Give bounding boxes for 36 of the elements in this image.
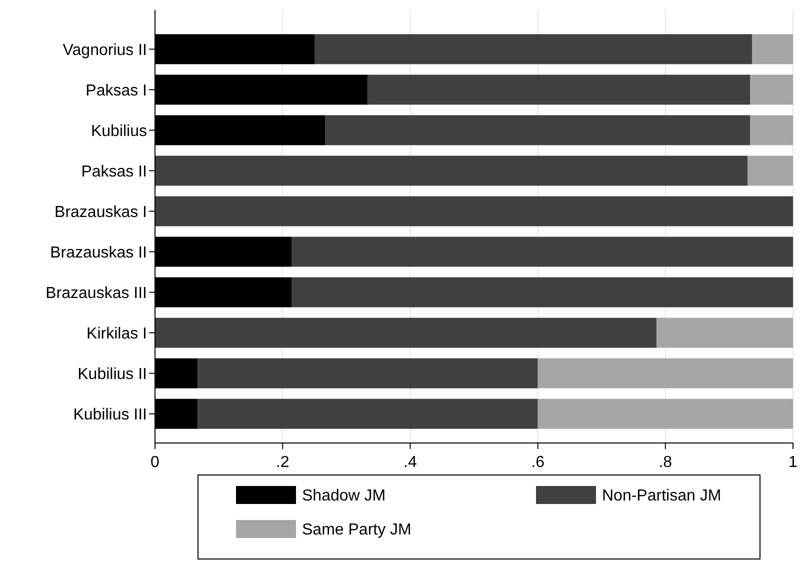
bar bbox=[198, 398, 538, 429]
bar bbox=[538, 398, 793, 429]
y-tick-label: Brazauskas III bbox=[46, 284, 147, 302]
x-tick-label: .8 bbox=[658, 454, 672, 471]
bar bbox=[325, 115, 750, 146]
bar bbox=[292, 277, 793, 308]
legend-label: Same Party JM bbox=[302, 522, 412, 539]
y-tick-label: Brazauskas II bbox=[50, 244, 147, 262]
bar bbox=[292, 236, 793, 267]
y-tick-label: Kubilius III bbox=[73, 406, 147, 424]
bar bbox=[752, 34, 793, 64]
legend-label: Shadow JM bbox=[302, 488, 386, 505]
bar bbox=[155, 318, 656, 348]
bar bbox=[155, 196, 793, 226]
bar bbox=[367, 74, 750, 105]
x-tick-label: 1 bbox=[788, 454, 798, 471]
x-tick-label: 0 bbox=[150, 454, 160, 471]
bar bbox=[750, 74, 793, 105]
bar bbox=[314, 34, 752, 64]
y-tick-label: Paksas I bbox=[86, 82, 147, 100]
y-tick-label: Vagnorius II bbox=[62, 42, 147, 59]
y-tick-label: Brazauskas I bbox=[54, 204, 147, 221]
x-tick-label: .2 bbox=[276, 454, 290, 471]
y-tick-label: Kirkilas I bbox=[86, 325, 147, 342]
bar bbox=[748, 156, 793, 186]
x-tick-label: .6 bbox=[531, 454, 545, 471]
bar bbox=[198, 358, 538, 388]
y-tick-label: Kubilius bbox=[90, 122, 147, 140]
x-tick-label: .4 bbox=[404, 454, 417, 471]
bar bbox=[656, 318, 793, 348]
y-tick-label: Paksas II bbox=[81, 163, 147, 180]
bar bbox=[538, 358, 793, 388]
bar bbox=[155, 156, 748, 186]
y-tick-label: Kubilius II bbox=[78, 366, 147, 383]
bar bbox=[750, 115, 793, 146]
legend-label: Non-Partisan JM bbox=[602, 488, 722, 505]
